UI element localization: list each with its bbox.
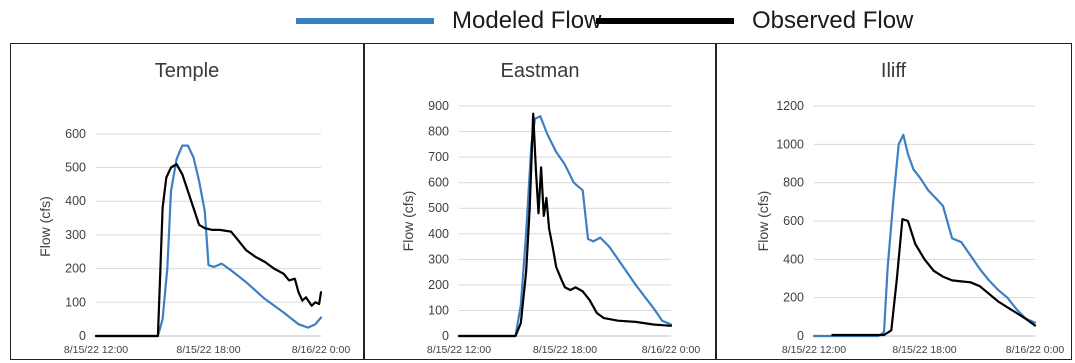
y-tick-label: 600 bbox=[65, 127, 86, 141]
y-tick-label: 800 bbox=[428, 125, 449, 139]
y-tick-label: 100 bbox=[428, 303, 449, 317]
x-tick-label: 8/15/22 12:00 bbox=[427, 344, 491, 356]
chart-panels: Temple 0 100 200 300 400 500 600 8/15/22 12:00 8/… bbox=[10, 43, 1072, 360]
y-tick-label: 1000 bbox=[776, 137, 804, 151]
panel-divider bbox=[715, 44, 717, 359]
y-tick-label: 500 bbox=[428, 201, 449, 215]
series-line-modeled-flow bbox=[812, 133, 1037, 338]
legend-item-observed: Observed Flow bbox=[596, 6, 913, 36]
x-tick-label: 8/16/22 0:00 bbox=[292, 344, 351, 356]
x-tick-label: 8/15/22 18:00 bbox=[533, 344, 597, 356]
y-tick-label: 200 bbox=[783, 291, 804, 305]
series-line-observed-flow bbox=[457, 112, 673, 338]
series-line-modeled-flow bbox=[94, 144, 323, 338]
y-tick-label: 600 bbox=[428, 176, 449, 190]
legend-swatch-modeled bbox=[296, 18, 434, 24]
y-tick-label: 0 bbox=[79, 329, 86, 343]
x-tick-label: 8/15/22 18:00 bbox=[176, 344, 240, 356]
series-line-observed-flow bbox=[831, 218, 1037, 337]
y-tick-label: 800 bbox=[783, 176, 804, 190]
y-tick-label: 400 bbox=[428, 227, 449, 241]
y-tick-label: 900 bbox=[428, 99, 449, 113]
y-tick-label: 400 bbox=[783, 252, 804, 266]
panel-temple: Temple 0 100 200 300 400 500 600 8/15/22 12:00 8/… bbox=[11, 44, 363, 359]
y-tick-label: 200 bbox=[65, 262, 86, 276]
legend-item-modeled: Modeled Flow bbox=[296, 6, 601, 36]
y-tick-label: 1200 bbox=[776, 99, 804, 113]
x-tick-label: 8/16/22 0:00 bbox=[1006, 344, 1065, 356]
panel-eastman: Eastman 0 100 200 300 400 500 600 700 800 900 8/15/… bbox=[365, 44, 715, 359]
x-tick-label: 8/15/22 12:00 bbox=[64, 344, 128, 356]
legend-swatch-observed bbox=[596, 18, 734, 24]
chart-legend: Modeled Flow Observed Flow bbox=[0, 0, 1075, 42]
legend-label-modeled: Modeled Flow bbox=[452, 7, 602, 34]
y-axis-label: Flow (cfs) bbox=[37, 196, 53, 257]
chart-iliff: Iliff 0 200 400 600 800 1000 1200 8/15/22 12:00 8… bbox=[755, 60, 1065, 356]
panel-iliff: Iliff 0 200 400 600 800 1000 1200 8/15/22 12:00 8… bbox=[717, 44, 1070, 359]
panel-divider bbox=[363, 44, 365, 359]
series-line-observed-flow bbox=[94, 163, 323, 338]
y-axis-label: Flow (cfs) bbox=[755, 191, 771, 252]
chart-title: Temple bbox=[155, 60, 219, 82]
x-tick-label: 8/15/22 12:00 bbox=[782, 344, 846, 356]
y-tick-label: 300 bbox=[428, 252, 449, 266]
y-axis-label: Flow (cfs) bbox=[400, 191, 416, 252]
y-tick-label: 100 bbox=[65, 295, 86, 309]
y-tick-label: 700 bbox=[428, 150, 449, 164]
chart-title: Iliff bbox=[881, 60, 907, 82]
y-tick-label: 0 bbox=[442, 329, 449, 343]
chart-temple: Temple 0 100 200 300 400 500 600 8/15/22 12:00 8/… bbox=[37, 60, 351, 356]
y-tick-label: 500 bbox=[65, 161, 86, 175]
y-tick-label: 300 bbox=[65, 228, 86, 242]
series-line-modeled-flow bbox=[457, 115, 673, 338]
x-tick-label: 8/15/22 18:00 bbox=[892, 344, 956, 356]
y-tick-label: 400 bbox=[65, 194, 86, 208]
chart-eastman: Eastman 0 100 200 300 400 500 600 700 800 900 8/15/… bbox=[400, 60, 701, 356]
y-tick-label: 600 bbox=[783, 214, 804, 228]
x-tick-label: 8/16/22 0:00 bbox=[642, 344, 701, 356]
y-tick-label: 200 bbox=[428, 278, 449, 292]
y-tick-label: 0 bbox=[797, 329, 804, 343]
chart-title: Eastman bbox=[501, 60, 580, 82]
legend-label-observed: Observed Flow bbox=[752, 7, 914, 34]
